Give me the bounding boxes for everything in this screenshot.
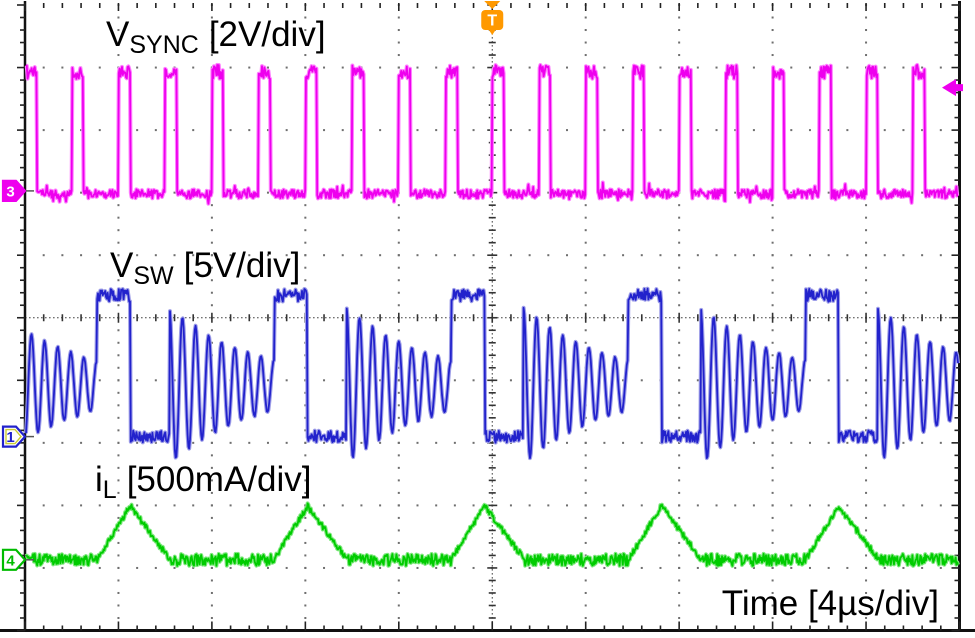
channel-4-marker-arrow (1, 548, 27, 571)
il-label-scale: [500mA/div] (126, 460, 312, 499)
vsync-label-symbol: V (106, 15, 130, 54)
vsw-trace (24, 286, 960, 461)
vsw-trace-core (25, 287, 959, 460)
center-crosshair (24, 4, 961, 632)
trigger-top-arrow-icon (484, 1, 501, 9)
channel-3-marker: 3 (1, 179, 34, 203)
il-label-symbol: i (95, 460, 103, 499)
channel-3-marker-arrow (1, 179, 27, 203)
vsw-channel-label: VSW [5V/div] (110, 246, 301, 289)
trigger-level-arrow (942, 79, 963, 97)
time-axis-label: Time [4µs/div] (721, 584, 939, 623)
vsw-label-scale: [5V/div] (183, 246, 301, 285)
channel-1-marker: 1 (1, 425, 34, 448)
trigger-flag-letter: T (487, 13, 497, 30)
vsync-label-scale: [2V/div] (208, 15, 326, 54)
il-trace-core (25, 502, 959, 567)
vsync-trace-core (25, 64, 959, 205)
il-trace (24, 501, 960, 568)
vsw-label-subscript: SW (133, 262, 174, 290)
trigger-flag-tip (488, 29, 497, 35)
channel-1-marker-number: 1 (6, 429, 14, 446)
channel-1-marker-arrow (1, 425, 27, 448)
trigger-position-marker: T (481, 1, 504, 35)
channel-1-marker-accent (5, 428, 22, 445)
channel-3-marker-number: 3 (6, 183, 14, 200)
il-label-subscript: L (102, 476, 117, 504)
vsync-trace (24, 62, 960, 206)
trigger-flag (481, 10, 504, 30)
channel-4-marker: 4 (1, 548, 34, 571)
vsync-label-subscript: SYNC (129, 31, 199, 59)
vsync-channel-label: VSYNC [2V/div] (106, 15, 326, 58)
vsw-label-symbol: V (110, 246, 134, 285)
inductor-current-label: iL [500mA/div] (95, 460, 312, 503)
channel-4-marker-number: 4 (6, 552, 15, 569)
